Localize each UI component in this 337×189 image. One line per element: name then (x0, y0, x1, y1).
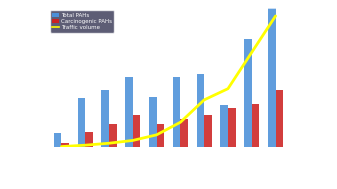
Bar (173, 77, 180, 147)
Bar (204, 115, 212, 147)
Legend: Total PAHs, Carcinogenic PAHs, Traffic volume: Total PAHs, Carcinogenic PAHs, Traffic v… (50, 10, 114, 33)
Bar (276, 90, 283, 147)
Bar (180, 119, 188, 147)
Bar (78, 98, 85, 147)
Bar (109, 124, 117, 147)
Bar (220, 105, 228, 147)
Bar (244, 39, 252, 147)
Bar (252, 104, 259, 147)
Bar (268, 1, 276, 147)
Bar (149, 97, 157, 147)
Y-axis label: Traffic volume (vehicles/day): Traffic volume (vehicles/day) (315, 38, 320, 117)
Bar (54, 133, 61, 147)
Bar (61, 143, 69, 147)
Bar (228, 108, 236, 147)
Y-axis label: Concentration (ng/g): Concentration (ng/g) (21, 47, 26, 108)
Bar (85, 132, 93, 147)
Bar (196, 74, 204, 147)
Bar (157, 124, 164, 147)
Bar (101, 90, 109, 147)
Bar (125, 77, 133, 147)
Bar (133, 115, 141, 147)
